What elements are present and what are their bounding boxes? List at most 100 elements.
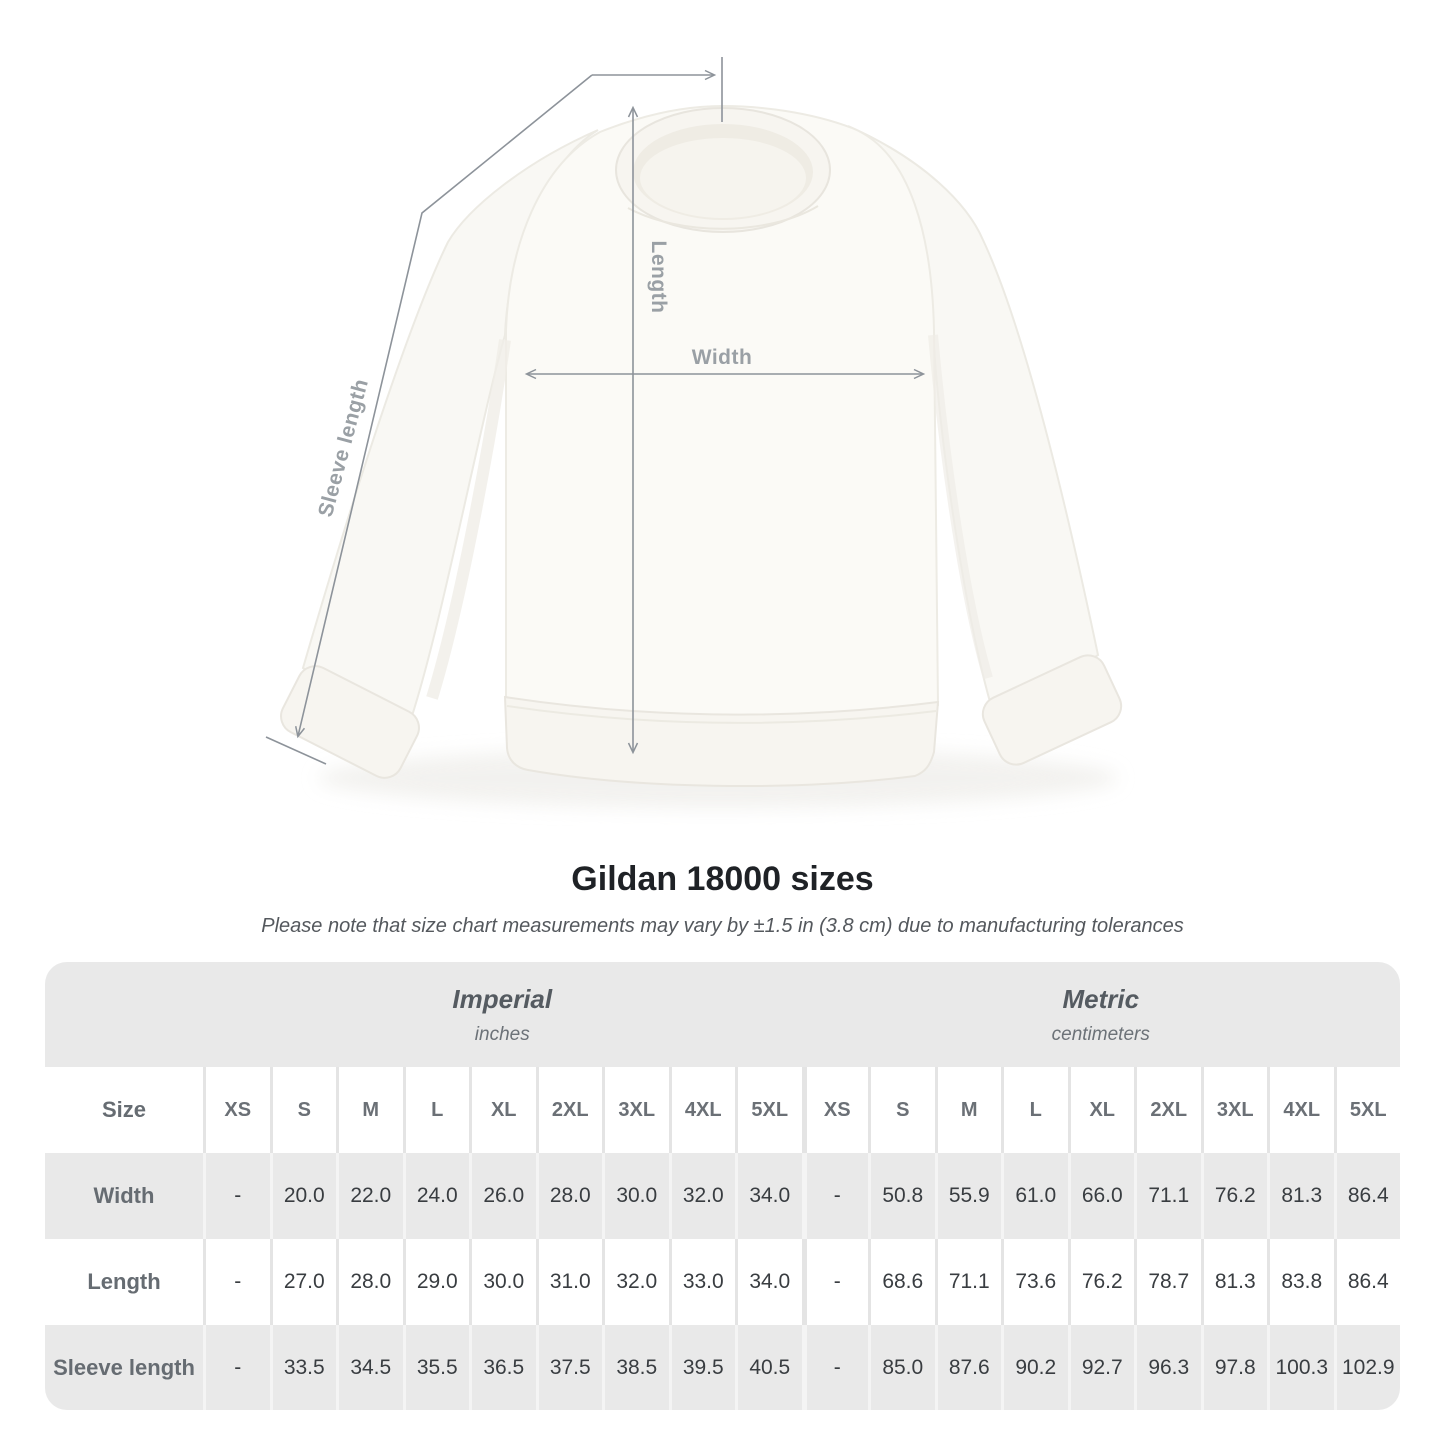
imperial-size-xs: XS bbox=[203, 1067, 270, 1153]
collar-back-panel bbox=[640, 138, 806, 218]
table-row-sleeve-length: Sleeve length - 33.5 34.5 35.5 36.5 37.5… bbox=[45, 1325, 1400, 1410]
left-fold-shade bbox=[426, 339, 511, 700]
width-measure-label: Width bbox=[691, 346, 753, 369]
sleeve-metric-s: 85.0 bbox=[868, 1325, 935, 1410]
sleeve-imperial-s: 33.5 bbox=[269, 1325, 337, 1410]
size-chart-table: Imperial inches Metric centimeters Size … bbox=[45, 962, 1400, 1410]
metric-size-m: M bbox=[934, 1067, 1002, 1153]
width-imperial-xl: 26.0 bbox=[469, 1153, 536, 1239]
width-metric-3xl: 76.2 bbox=[1200, 1153, 1268, 1239]
length-imperial-xs: - bbox=[203, 1239, 270, 1325]
row-label-length: Length bbox=[87, 1269, 161, 1294]
corner-spacer bbox=[45, 962, 203, 1067]
imperial-size-4xl: 4XL bbox=[668, 1067, 736, 1153]
length-metric-xs: - bbox=[801, 1239, 869, 1325]
length-imperial-5xl: 34.0 bbox=[735, 1239, 802, 1325]
length-metric-2xl: 78.7 bbox=[1134, 1239, 1201, 1325]
measurement-lines bbox=[265, 57, 926, 765]
width-metric-l: 61.0 bbox=[1001, 1153, 1068, 1239]
left-cuff bbox=[280, 665, 420, 779]
sleeve-imperial-2xl: 37.5 bbox=[535, 1325, 603, 1410]
width-imperial-2xl: 28.0 bbox=[535, 1153, 603, 1239]
length-imperial-l: 29.0 bbox=[402, 1239, 470, 1325]
imperial-group-header: Imperial inches bbox=[203, 962, 802, 1067]
hem-band bbox=[503, 695, 940, 787]
title-block: Gildan 18000 sizes Please note that size… bbox=[0, 860, 1445, 938]
unit-group-header-row: Imperial inches Metric centimeters bbox=[45, 962, 1400, 1067]
length-imperial-s: 27.0 bbox=[269, 1239, 337, 1325]
width-metric-5xl: 86.4 bbox=[1333, 1153, 1401, 1239]
length-metric-l: 73.6 bbox=[1001, 1239, 1068, 1325]
metric-size-2xl: 2XL bbox=[1134, 1067, 1201, 1153]
right-cuff bbox=[981, 654, 1123, 766]
row-label-width: Width bbox=[93, 1183, 155, 1208]
sleeve-metric-2xl: 96.3 bbox=[1134, 1325, 1201, 1410]
length-imperial-4xl: 33.0 bbox=[668, 1239, 736, 1325]
metric-size-4xl: 4XL bbox=[1267, 1067, 1334, 1153]
imperial-size-5xl: 5XL bbox=[735, 1067, 802, 1153]
imperial-size-s: S bbox=[269, 1067, 337, 1153]
sleeve-imperial-xs: - bbox=[203, 1325, 270, 1410]
width-imperial-m: 22.0 bbox=[336, 1153, 403, 1239]
sleeve-length-line bbox=[294, 74, 593, 739]
sweatshirt-illustration bbox=[265, 57, 1123, 808]
width-imperial-s: 20.0 bbox=[269, 1153, 337, 1239]
width-imperial-xs: - bbox=[203, 1153, 270, 1239]
metric-group-header: Metric centimeters bbox=[802, 962, 1401, 1067]
length-imperial-3xl: 32.0 bbox=[602, 1239, 669, 1325]
width-metric-xs: - bbox=[801, 1153, 869, 1239]
page-title: Gildan 18000 sizes bbox=[571, 860, 874, 898]
sleeve-metric-3xl: 97.8 bbox=[1200, 1325, 1268, 1410]
metric-size-3xl: 3XL bbox=[1200, 1067, 1268, 1153]
sleeve-metric-xs: - bbox=[801, 1325, 869, 1410]
sleeve-metric-xl: 92.7 bbox=[1067, 1325, 1135, 1410]
length-imperial-m: 28.0 bbox=[336, 1239, 403, 1325]
length-metric-5xl: 86.4 bbox=[1333, 1239, 1401, 1325]
sleeve-metric-5xl: 102.9 bbox=[1333, 1325, 1401, 1410]
length-metric-s: 68.6 bbox=[868, 1239, 935, 1325]
imperial-size-m: M bbox=[336, 1067, 403, 1153]
imperial-unit: inches bbox=[474, 1023, 530, 1045]
metric-size-s: S bbox=[868, 1067, 935, 1153]
length-metric-xl: 76.2 bbox=[1067, 1239, 1135, 1325]
sleeve-metric-4xl: 100.3 bbox=[1267, 1325, 1334, 1410]
width-imperial-4xl: 32.0 bbox=[668, 1153, 736, 1239]
width-metric-m: 55.9 bbox=[934, 1153, 1002, 1239]
metric-size-l: L bbox=[1001, 1067, 1068, 1153]
table-row-length: Length - 27.0 28.0 29.0 30.0 31.0 32.0 3… bbox=[45, 1239, 1400, 1325]
collar-seam bbox=[627, 205, 819, 230]
imperial-size-xl: XL bbox=[469, 1067, 536, 1153]
imperial-size-2xl: 2XL bbox=[535, 1067, 603, 1153]
metric-size-5xl: 5XL bbox=[1333, 1067, 1401, 1153]
sleeve-imperial-xl: 36.5 bbox=[469, 1325, 536, 1410]
length-metric-m: 71.1 bbox=[934, 1239, 1002, 1325]
imperial-size-l: L bbox=[402, 1067, 470, 1153]
width-imperial-3xl: 30.0 bbox=[602, 1153, 669, 1239]
width-metric-s: 50.8 bbox=[868, 1153, 935, 1239]
tolerance-note: Please note that size chart measurements… bbox=[261, 915, 1184, 937]
metric-label: Metric bbox=[1062, 983, 1140, 1014]
sleeve-metric-m: 87.6 bbox=[934, 1325, 1002, 1410]
right-fold-shade bbox=[928, 334, 993, 680]
cuff-tick bbox=[265, 736, 327, 765]
imperial-label: Imperial bbox=[452, 983, 553, 1014]
row-label-sleeve-length: Sleeve length bbox=[53, 1354, 195, 1380]
length-metric-4xl: 83.8 bbox=[1267, 1239, 1334, 1325]
table-row-width: Width - 20.0 22.0 24.0 26.0 28.0 30.0 32… bbox=[45, 1153, 1400, 1239]
size-header: Size bbox=[101, 1097, 147, 1122]
length-imperial-xl: 30.0 bbox=[469, 1239, 536, 1325]
length-metric-3xl: 81.3 bbox=[1200, 1239, 1268, 1325]
sleeve-imperial-5xl: 40.5 bbox=[735, 1325, 802, 1410]
sleeve-imperial-3xl: 38.5 bbox=[602, 1325, 669, 1410]
sweatshirt-measurement-diagram: Length Width Sleeve length bbox=[265, 57, 1123, 808]
sleeve-imperial-4xl: 39.5 bbox=[668, 1325, 736, 1410]
size-header-row: Size XS S M L XL 2XL 3XL 4XL 5XL XS S M … bbox=[45, 1067, 1400, 1153]
sleeve-metric-l: 90.2 bbox=[1001, 1325, 1068, 1410]
width-metric-xl: 66.0 bbox=[1067, 1153, 1135, 1239]
imperial-size-3xl: 3XL bbox=[602, 1067, 669, 1153]
metric-unit: centimeters bbox=[1051, 1023, 1150, 1045]
length-imperial-2xl: 31.0 bbox=[535, 1239, 603, 1325]
width-metric-4xl: 81.3 bbox=[1267, 1153, 1334, 1239]
sleeve-imperial-m: 34.5 bbox=[336, 1325, 403, 1410]
metric-size-xl: XL bbox=[1067, 1067, 1135, 1153]
